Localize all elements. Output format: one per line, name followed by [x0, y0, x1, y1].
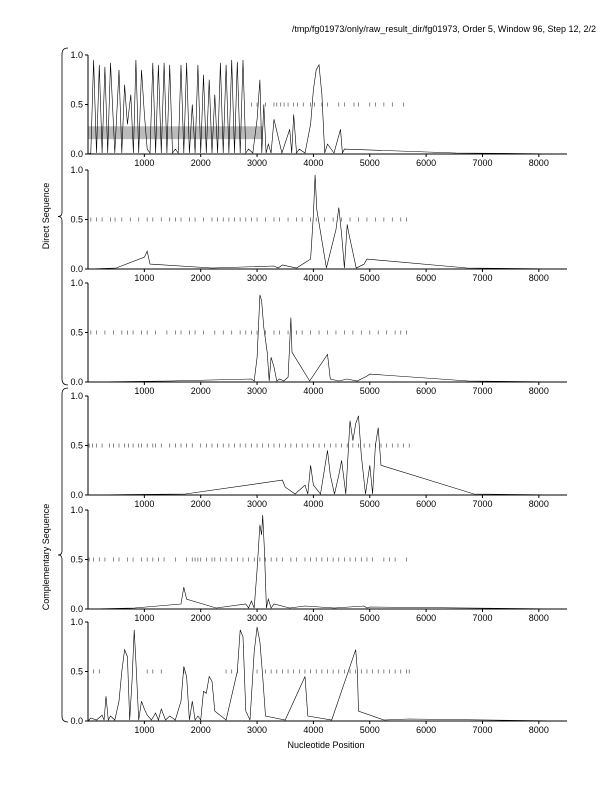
- y-tick-label: 1.0: [70, 165, 83, 175]
- x-tick-label: 6000: [416, 158, 436, 168]
- y-tick-label: 0.0: [70, 377, 83, 387]
- coding-potential-line: [87, 174, 568, 270]
- x-tick-label: 7000: [472, 158, 492, 168]
- coding-potential-line: [87, 415, 568, 496]
- y-tick-label: 0.0: [70, 149, 83, 159]
- y-tick-label: 1.0: [70, 278, 83, 288]
- x-tick-label: 8000: [529, 613, 549, 623]
- bracket-direct: [57, 47, 69, 386]
- x-tick-label: 2000: [191, 386, 211, 396]
- coding-potential-line: [87, 514, 568, 610]
- x-tick-label: 6000: [416, 386, 436, 396]
- x-tick-label: 1000: [134, 273, 154, 283]
- coding-potential-line: [87, 59, 568, 155]
- x-tick-label: 4000: [303, 386, 323, 396]
- x-tick-label: 7000: [472, 613, 492, 623]
- plot-panels: 0.0 0.5 1.0 1000 2000 3000 4000 5000 6000 7000 800…: [70, 50, 568, 735]
- x-tick-label: 8000: [529, 499, 549, 509]
- y-tick-label: 0.0: [70, 604, 83, 614]
- bracket-complementary: [57, 387, 69, 723]
- x-tick-label: 8000: [529, 158, 549, 168]
- x-axis-label: Nucleotide Position: [287, 740, 364, 750]
- coding-potential-line: [87, 294, 568, 383]
- x-tick-label: 4000: [303, 613, 323, 623]
- y-tick-label: 0.5: [70, 100, 83, 110]
- y-tick-label: 1.0: [70, 50, 83, 60]
- y-tick-label: 0.5: [70, 667, 83, 677]
- x-tick-label: 5000: [360, 273, 380, 283]
- x-tick-label: 6000: [416, 725, 436, 735]
- highlight-band: [88, 126, 263, 140]
- y-tick-label: 1.0: [70, 391, 83, 401]
- panel-5: 0.0 0.5 1.0 1000 2000 3000 4000 5000 6000 7000 800…: [70, 505, 568, 623]
- x-tick-label: 8000: [529, 386, 549, 396]
- x-tick-label: 2000: [191, 725, 211, 735]
- x-tick-label: 5000: [360, 386, 380, 396]
- x-tick-label: 7000: [472, 386, 492, 396]
- x-tick-label: 3000: [247, 725, 267, 735]
- group-label-complementary: Complementary Sequence: [41, 504, 51, 611]
- x-tick-label: 1000: [134, 499, 154, 509]
- x-tick-label: 6000: [416, 499, 436, 509]
- x-tick-label: 4000: [303, 725, 323, 735]
- x-tick-label: 2000: [191, 499, 211, 509]
- x-tick-label: 1000: [134, 158, 154, 168]
- x-tick-label: 6000: [416, 613, 436, 623]
- y-tick-label: 0.5: [70, 555, 83, 565]
- coding-potential-line: [87, 626, 568, 722]
- y-tick-label: 0.0: [70, 716, 83, 726]
- x-tick-label: 8000: [529, 725, 549, 735]
- x-tick-label: 5000: [360, 613, 380, 623]
- x-tick-label: 5000: [360, 725, 380, 735]
- x-tick-label: 4000: [303, 499, 323, 509]
- x-tick-label: 3000: [247, 499, 267, 509]
- x-tick-label: 7000: [472, 725, 492, 735]
- x-tick-label: 7000: [472, 273, 492, 283]
- x-tick-label: 8000: [529, 273, 549, 283]
- x-tick-label: 3000: [247, 613, 267, 623]
- x-tick-label: 3000: [247, 273, 267, 283]
- x-tick-label: 7000: [472, 499, 492, 509]
- panel-3: 0.0 0.5 1.0 1000 2000 3000 4000 5000 6000 7000 800…: [70, 278, 568, 396]
- y-tick-label: 1.0: [70, 617, 83, 627]
- panel-4: 0.0 0.5 1.0 1000 2000 3000 4000 5000 6000 7000 800…: [70, 391, 568, 509]
- x-tick-label: 5000: [360, 158, 380, 168]
- x-tick-label: 6000: [416, 273, 436, 283]
- x-tick-label: 3000: [247, 386, 267, 396]
- group-label-direct: Direct Sequence: [41, 183, 51, 250]
- x-tick-label: 2000: [191, 273, 211, 283]
- x-tick-label: 4000: [303, 158, 323, 168]
- y-tick-label: 0.5: [70, 441, 83, 451]
- y-tick-label: 0.0: [70, 264, 83, 274]
- x-tick-label: 1000: [134, 386, 154, 396]
- panel-6: 0.0 0.5 1.0 1000 2000 3000 4000 5000 6000 7000 800…: [70, 617, 568, 735]
- x-tick-label: 1000: [134, 613, 154, 623]
- x-tick-label: 3000: [247, 158, 267, 168]
- x-tick-label: 4000: [303, 273, 323, 283]
- y-tick-label: 0.5: [70, 328, 83, 338]
- x-tick-label: 2000: [191, 613, 211, 623]
- x-tick-label: 2000: [191, 158, 211, 168]
- panel-2: 0.0 0.5 1.0 1000 2000 3000 4000 5000 6000 7000 800…: [70, 165, 568, 283]
- y-tick-label: 1.0: [70, 505, 83, 515]
- x-tick-label: 5000: [360, 499, 380, 509]
- panel-1: 0.0 0.5 1.0 1000 2000 3000 4000 5000 6000 7000 800…: [70, 50, 568, 168]
- y-tick-label: 0.5: [70, 215, 83, 225]
- page-title: /tmp/fg01973/only/raw_result_dir/fg01973…: [291, 24, 596, 34]
- x-tick-label: 1000: [134, 725, 154, 735]
- y-tick-label: 0.0: [70, 490, 83, 500]
- group-brackets: [57, 47, 69, 723]
